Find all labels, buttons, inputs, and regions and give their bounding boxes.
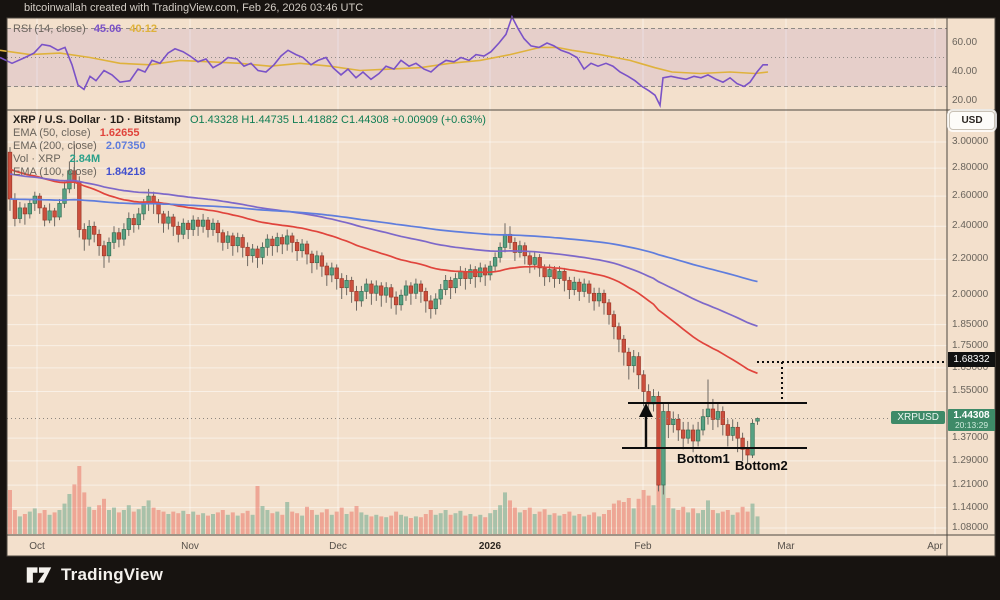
time-axis-label: Mar [777, 541, 795, 552]
symbol-legend: XRP / U.S. Dollar · 1D · Bitstamp O1.433… [13, 114, 486, 179]
legend-indicator-row[interactable]: EMA (200, close) 2.07350 [13, 140, 146, 152]
price-axis-label: 1.85000 [952, 318, 989, 330]
price-axis-label: 2.40000 [952, 220, 989, 232]
annotation-trendlines[interactable] [622, 361, 947, 449]
tradingview-icon [26, 567, 52, 583]
price-axis-label: 2.60000 [952, 190, 989, 202]
tradingview-wordmark: TradingView [61, 565, 164, 584]
annotation-bottom2[interactable]: Bottom2 [735, 458, 788, 473]
time-axis-label: Feb [634, 541, 652, 552]
last-price-badge: 1.44308 20:13:29 [948, 408, 995, 431]
price-axis-label: 3.00000 [952, 136, 989, 147]
price-axis-label: 1.21000 [952, 479, 989, 491]
level-price-badge: 1.68332 [948, 352, 995, 368]
attribution-text: bitcoinwallah created with TradingView.c… [24, 2, 364, 14]
price-axis-label: 2.00000 [952, 289, 989, 301]
price-axis-label: 1.29000 [952, 454, 989, 466]
annotation-bottom1[interactable]: Bottom1 [677, 451, 730, 466]
rsi-axis-label: 40.00 [952, 66, 978, 77]
bar-countdown: 20:13:29 [954, 419, 989, 430]
legend-indicator-row[interactable]: Vol · XRP 2.84M [13, 153, 101, 165]
tradingview-logo[interactable]: TradingView [26, 564, 163, 586]
last-price: 1.44308 [953, 409, 990, 421]
price-axis-label: 1.14000 [952, 501, 989, 513]
attribution-bar: bitcoinwallah created with TradingView.c… [24, 2, 363, 14]
price-axis-label: 1.37000 [952, 432, 989, 444]
rsi-axis-label: 20.00 [952, 95, 978, 106]
price-axis-label: 1.65000 [952, 361, 989, 373]
symbol-title: XRP / U.S. Dollar · 1D · Bitstamp [13, 114, 181, 126]
time-axis-label: Dec [329, 541, 347, 552]
time-axis-label: Oct [29, 541, 45, 552]
currency-toggle-button[interactable]: USD [949, 111, 995, 130]
price-axis-label: 2.80000 [952, 162, 989, 174]
time-axis-label: Apr [927, 541, 943, 552]
rsi-label: RSI (14, close) [13, 23, 86, 35]
price-axis-label: 2.20000 [952, 253, 989, 265]
price-axis-label: 1.75000 [952, 339, 989, 351]
time-axis-label: 2026 [478, 541, 502, 552]
ohlc-values: O1.43328 H1.44735 L1.41882 C1.44308 +0.0… [189, 114, 486, 126]
time-axis-label: Nov [181, 541, 199, 552]
price-axis-label: 1.08000 [952, 522, 989, 533]
symbol-title-row[interactable]: XRP / U.S. Dollar · 1D · Bitstamp O1.433… [13, 114, 486, 127]
legend-indicator-row[interactable]: EMA (50, close) 1.62655 [13, 127, 140, 139]
rsi-legend[interactable]: RSI (14, close) 45.06 40.12 [13, 23, 157, 35]
price-axis-label: 1.55000 [952, 385, 989, 397]
legend-indicator-row[interactable]: EMA (100, close) 1.84218 [13, 166, 146, 178]
rsi-axis-label: 60.00 [952, 37, 978, 48]
rsi-ma-value: 40.12 [129, 23, 157, 35]
symbol-price-label: XRPUSD [891, 410, 945, 424]
rsi-value: 45.06 [93, 23, 122, 35]
